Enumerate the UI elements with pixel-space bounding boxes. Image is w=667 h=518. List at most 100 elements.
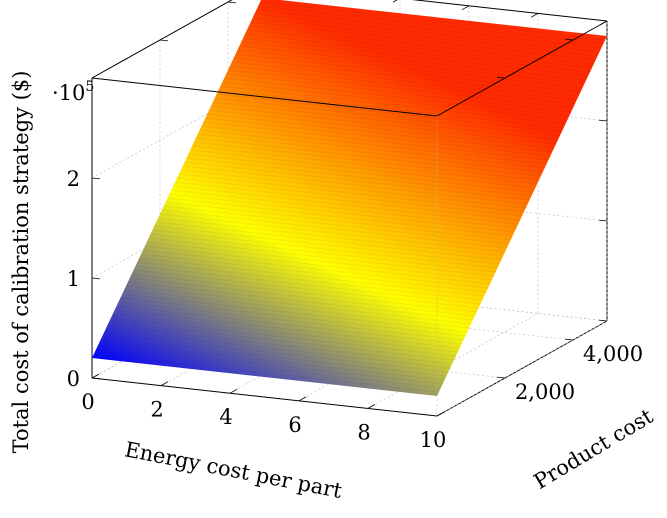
surface-mesh-line (229, 65, 575, 105)
surface-mesh-line (220, 85, 566, 125)
z-axis-tick (91, 377, 100, 380)
x-axis-tick (160, 381, 169, 386)
surface-mesh-line (118, 301, 464, 341)
surface-mesh-line (252, 17, 598, 57)
x-axis-line (91, 377, 438, 417)
left-top-edge (91, 0, 233, 79)
surface-mesh-line (192, 145, 538, 185)
surface-mesh-line (235, 53, 581, 93)
x-gridline-floor (367, 313, 539, 409)
surface-mesh-line (201, 125, 547, 165)
z-axis-multiplier: ·105 (52, 79, 94, 105)
surface-mesh-line (260, 1, 606, 41)
surface-mesh-line (144, 245, 490, 285)
surface-mesh-line (133, 269, 479, 309)
surface-mesh-line (214, 97, 560, 137)
surface-mesh-line (173, 185, 519, 225)
z-axis-title: Total cost of calibration strategy ($) (9, 71, 33, 454)
surface-mesh-line (141, 253, 487, 293)
y-axis-tick-top (497, 76, 506, 79)
surface-mesh-line (165, 201, 511, 241)
surface-mesh-line (182, 165, 528, 205)
surface-mesh-line (161, 209, 507, 249)
surface-mesh-line (97, 345, 443, 385)
y-axis-title: Product cost (530, 404, 658, 494)
z-axis-tick (91, 177, 100, 180)
surface-mesh-line (146, 241, 492, 281)
x-axis-tick (367, 404, 376, 409)
surface-mesh-line (256, 9, 602, 49)
y-tick-label: 2,000 (515, 380, 575, 404)
surface-mesh-line (241, 41, 587, 81)
surface-mesh-line (154, 225, 500, 265)
surface-mesh-line (180, 169, 526, 209)
surface-mesh-line (231, 61, 577, 101)
z-tick-label: 0 (67, 367, 80, 391)
surface-mesh-line (167, 197, 513, 237)
surface-mesh-line (122, 293, 468, 333)
front-box-layer (91, 0, 608, 417)
x-axis-tick-top (530, 13, 539, 18)
surface-mesh-line (243, 37, 589, 77)
surface-mesh-line (193, 141, 540, 181)
surface-mesh-line (150, 233, 496, 273)
surface-mesh-line (137, 261, 483, 301)
surface-mesh-line (135, 265, 481, 305)
surface-mesh-line (222, 81, 568, 121)
z-gridline-back-wall (261, 182, 608, 222)
surface-plane (92, 0, 607, 396)
z-axis-tick (91, 277, 100, 280)
surface-mesh-line (108, 321, 455, 361)
surface-mesh-line (148, 237, 494, 277)
surface-mesh-line (139, 257, 485, 297)
surface-mesh-line (103, 333, 449, 373)
y-axis-tick-left-top (227, 1, 236, 4)
surface-mesh-line (258, 5, 604, 45)
surface-mesh-line (93, 353, 439, 393)
x-axis-tick (298, 396, 307, 402)
y-tick-label: 4,000 (583, 342, 643, 366)
x-axis-tick-top (461, 5, 470, 11)
surface-mesh-line (239, 45, 585, 85)
surface-mesh-line (226, 73, 572, 113)
surface-mesh-line (248, 25, 594, 65)
surface-mesh-line (197, 133, 543, 173)
surface-mesh-line (158, 217, 504, 257)
surface-mesh-line (207, 113, 553, 153)
surface-mesh-line (210, 105, 557, 145)
surface-mesh-line (110, 317, 456, 357)
z-tick-label: 1 (67, 267, 80, 291)
surface-mesh-line (125, 285, 472, 325)
surface-mesh-line (116, 305, 462, 345)
z-axis-tick-right (599, 319, 608, 322)
x-tick-label: 2 (150, 398, 163, 422)
surface-mesh-line (195, 137, 541, 177)
surface-mesh-line (169, 193, 515, 233)
x-axis-tick (91, 373, 100, 379)
y-axis-tick-top (565, 38, 574, 41)
z-axis-tick-right (599, 119, 608, 122)
surface-mesh-line (190, 149, 536, 189)
surface-mesh-line (212, 101, 558, 141)
z-tick-label: 2 (67, 167, 80, 191)
surface-mesh-line (205, 117, 551, 157)
tick-label-layer: 0 2 4 6 8 10 2,000 4,000 0 1 2 (67, 167, 643, 452)
x-axis-tick (229, 388, 238, 394)
z-gridline-back-wall (261, 282, 608, 322)
surface-mesh-line (184, 161, 530, 201)
surface-mesh-line (224, 77, 570, 117)
surface-mesh-line (152, 229, 498, 269)
front-right-top-edge (436, 20, 608, 117)
x-tick-label: 4 (219, 405, 232, 429)
surface-mesh-line (188, 153, 534, 193)
surface-mesh-line (95, 349, 441, 389)
surface-mesh-line (203, 121, 549, 161)
x-tick-label: 0 (81, 390, 94, 414)
surface-mesh-line (99, 341, 445, 381)
surface-mesh-line (129, 277, 475, 317)
surface-mesh-line (131, 273, 477, 313)
surface-mesh-line (127, 281, 473, 321)
surface-mesh-line (244, 33, 591, 73)
surface-mesh-line (227, 69, 574, 109)
